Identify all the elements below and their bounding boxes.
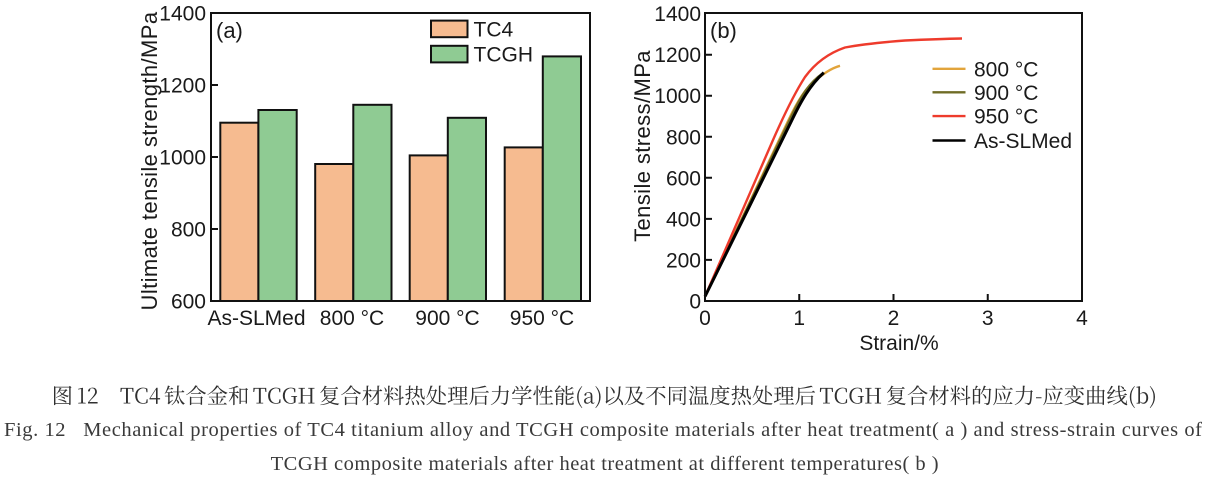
svg-text:950 °C: 950 °C — [510, 307, 574, 330]
svg-text:1200: 1200 — [159, 75, 206, 98]
svg-text:(b): (b) — [710, 18, 737, 43]
svg-text:As-SLMed: As-SLMed — [974, 130, 1072, 153]
svg-text:950 °C: 950 °C — [974, 106, 1038, 129]
svg-text:3: 3 — [982, 307, 994, 330]
svg-text:800 °C: 800 °C — [320, 307, 384, 330]
svg-text:Strain/%: Strain/% — [859, 332, 938, 355]
svg-text:1400: 1400 — [159, 3, 206, 26]
svg-text:0: 0 — [699, 307, 711, 330]
svg-text:900 °C: 900 °C — [974, 82, 1038, 105]
svg-text:TCGH composite materials after: TCGH composite materials after heat trea… — [271, 453, 939, 475]
svg-text:1200: 1200 — [654, 44, 701, 67]
svg-text:900 °C: 900 °C — [415, 307, 479, 330]
svg-text:4: 4 — [1076, 307, 1088, 330]
svg-text:Tensile stress/MPa: Tensile stress/MPa — [630, 50, 655, 242]
svg-text:0: 0 — [689, 291, 701, 314]
svg-text:1400: 1400 — [654, 3, 701, 26]
svg-text:800 °C: 800 °C — [974, 58, 1038, 81]
svg-text:1000: 1000 — [159, 147, 206, 170]
svg-text:(a): (a) — [216, 18, 243, 43]
svg-text:TCGH: TCGH — [474, 44, 534, 67]
svg-text:200: 200 — [666, 249, 701, 272]
svg-text:Ultimate tensile strength/MPa: Ultimate tensile strength/MPa — [137, 11, 162, 310]
svg-text:600: 600 — [666, 167, 701, 190]
svg-text:2: 2 — [888, 307, 900, 330]
svg-text:600: 600 — [171, 291, 206, 314]
svg-text:As-SLMed: As-SLMed — [207, 307, 305, 330]
svg-text:400: 400 — [666, 208, 701, 231]
svg-text:1000: 1000 — [654, 85, 701, 108]
svg-text:800: 800 — [171, 219, 206, 242]
svg-text:TC4: TC4 — [474, 18, 514, 41]
svg-text:1: 1 — [793, 307, 805, 330]
svg-text:Fig. 12 Mechanical propertie: Fig. 12 Mechanical properties of TC4 tit… — [4, 419, 1202, 441]
svg-text:800: 800 — [666, 126, 701, 149]
